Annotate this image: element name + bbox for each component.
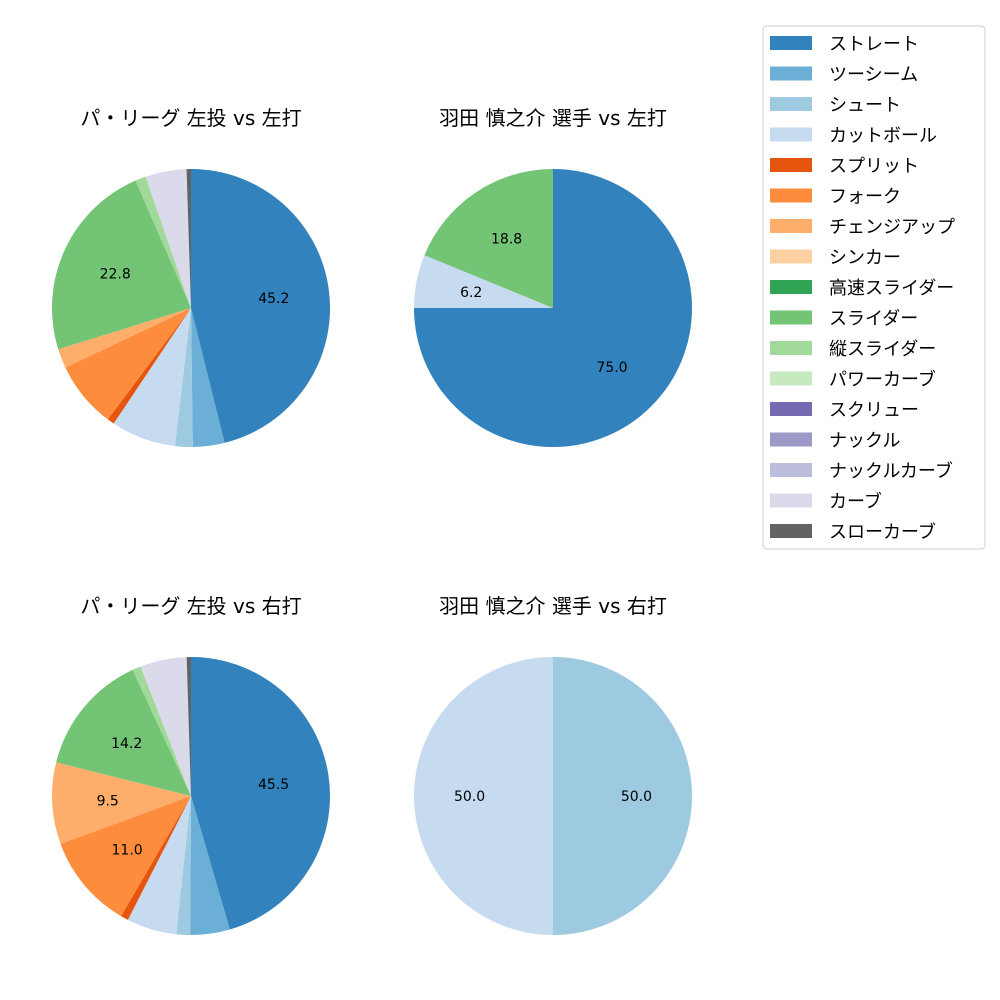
legend-label: スクリュー xyxy=(829,400,919,421)
pie-slice xyxy=(145,169,191,308)
pie-slice xyxy=(174,308,193,448)
pie-slice xyxy=(413,255,553,308)
legend-item: シュート xyxy=(770,95,901,116)
legend-item: フォーク xyxy=(770,187,901,208)
legend-label: スプリット xyxy=(829,156,919,177)
legend-swatch xyxy=(770,280,812,294)
pie-slice xyxy=(65,308,191,420)
legend-item: スクリュー xyxy=(770,400,919,421)
legend-item: パワーカーブ xyxy=(770,369,936,391)
chart-title: パ・リーグ 左投 vs 左打 xyxy=(80,106,301,130)
pie-slice xyxy=(58,308,192,368)
legend-label: 高速スライダー xyxy=(829,278,954,299)
legend-item: スライダー xyxy=(770,309,918,330)
pie-chart-3: パ・リーグ 左投 vs 右打 45.5 11.0 9.5 14.2 xyxy=(51,594,330,936)
slice-value-label: 14.2 xyxy=(111,736,142,752)
legend-label: カーブ xyxy=(829,491,882,513)
pie-slice xyxy=(135,176,191,308)
pie-slice xyxy=(140,657,191,796)
pie-slice xyxy=(132,666,191,796)
legend-frame xyxy=(762,25,986,550)
legend-swatch xyxy=(770,463,812,477)
legend-swatch xyxy=(770,127,812,142)
legend-item: ツーシーム xyxy=(770,65,918,86)
chart-title: 羽田 慎之介 選手 vs 左打 xyxy=(439,106,667,130)
slice-value-label: 11.0 xyxy=(112,843,143,859)
pie-slice xyxy=(186,168,191,308)
slice-value-label: 50.0 xyxy=(621,789,652,805)
pie-slice xyxy=(121,796,191,920)
legend-swatch xyxy=(770,158,812,172)
legend-item: スプリット xyxy=(770,156,919,177)
legend-item: ナックル xyxy=(770,431,900,452)
legend-item: ナックルカーブ xyxy=(770,460,953,482)
pie-slice xyxy=(176,796,191,935)
legend-item: 高速スライダー xyxy=(770,278,954,299)
legend-swatch xyxy=(770,493,812,508)
pie-slice xyxy=(191,657,330,930)
legend-label: スライダー xyxy=(829,309,918,330)
pie-slice xyxy=(190,796,230,936)
legend: ストレートツーシームシュートカットボールスプリットフォークチェンジアップシンカー… xyxy=(762,25,986,550)
legend-swatch xyxy=(770,188,812,203)
legend-swatch xyxy=(770,219,812,233)
pie-slice xyxy=(51,762,191,844)
pie-slice xyxy=(186,657,191,796)
slice-value-label: 9.5 xyxy=(97,794,119,810)
legend-label: ナックル xyxy=(829,431,900,452)
pie-slice xyxy=(51,180,191,350)
legend-label: フォーク xyxy=(829,187,901,208)
legend-label: シンカー xyxy=(829,248,901,269)
legend-label: シュート xyxy=(829,95,901,116)
legend-item: 縦スライダー xyxy=(770,339,936,360)
slice-value-label: 18.8 xyxy=(491,232,522,248)
pie-slice xyxy=(553,657,692,935)
chart-title: 羽田 慎之介 選手 vs 右打 xyxy=(439,594,667,618)
legend-item: シンカー xyxy=(770,248,901,269)
legend-label: ストレート xyxy=(829,34,919,55)
pie-slice xyxy=(107,308,191,424)
slice-value-label: 45.2 xyxy=(258,291,289,307)
legend-swatch xyxy=(770,36,812,50)
legend-label: ナックルカーブ xyxy=(829,460,953,482)
legend-swatch xyxy=(770,341,812,355)
legend-label: ツーシーム xyxy=(829,65,918,86)
legend-item: カットボール xyxy=(770,126,937,147)
pie-slice xyxy=(56,669,192,796)
legend-swatch xyxy=(770,66,812,81)
legend-item: スローカーブ xyxy=(770,521,936,543)
legend-swatch xyxy=(770,432,812,447)
legend-label: パワーカーブ xyxy=(829,369,936,391)
legend-item: チェンジアップ xyxy=(770,217,955,238)
pie-slice xyxy=(191,169,331,443)
pie-chart-4: 羽田 慎之介 選手 vs 右打 50.0 50.0 xyxy=(414,594,692,935)
pie-slice xyxy=(127,796,191,935)
chart-title: パ・リーグ 左投 vs 右打 xyxy=(80,594,301,618)
slice-value-label: 75.0 xyxy=(596,360,627,376)
pie-slice xyxy=(60,796,191,917)
legend-swatch xyxy=(770,249,812,264)
pie-slice xyxy=(414,657,553,935)
legend-label: チェンジアップ xyxy=(829,217,955,238)
pie-slice xyxy=(191,308,225,447)
slice-value-label: 6.2 xyxy=(460,285,482,301)
legend-swatch xyxy=(770,97,812,111)
slice-value-label: 50.0 xyxy=(454,789,485,805)
legend-swatch xyxy=(770,402,812,416)
legend-label: カットボール xyxy=(829,126,937,147)
legend-swatch xyxy=(770,371,812,386)
pie-chart-1: パ・リーグ 左投 vs 左打 45.2 22.8 xyxy=(51,106,331,448)
pie-slice xyxy=(113,308,191,447)
legend-swatch xyxy=(770,310,812,325)
pie-chart-2: 羽田 慎之介 選手 vs 左打 75.0 6.2 18.8 xyxy=(413,106,692,447)
slice-value-label: 45.5 xyxy=(258,777,289,793)
slice-value-label: 22.8 xyxy=(100,266,131,282)
legend-swatch xyxy=(770,524,812,538)
legend-label: 縦スライダー xyxy=(829,339,936,360)
legend-item: ストレート xyxy=(770,34,919,55)
legend-item: カーブ xyxy=(770,491,882,513)
pie-slice xyxy=(424,169,553,308)
legend-label: スローカーブ xyxy=(829,521,936,543)
